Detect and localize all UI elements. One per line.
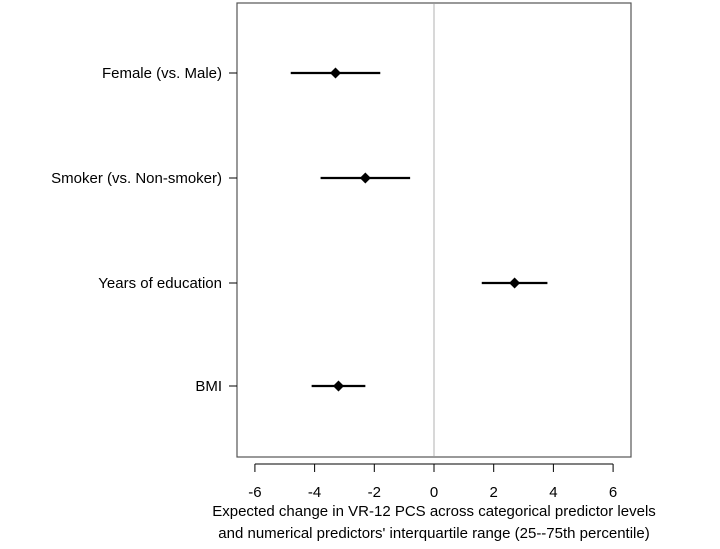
x-axis-label-line-1: Expected change in VR-12 PCS across cate… bbox=[212, 503, 656, 520]
x-tick-label: -6 bbox=[248, 484, 261, 501]
point-estimate-marker bbox=[509, 277, 521, 289]
point-estimate-marker bbox=[359, 172, 371, 184]
x-tick-label: -4 bbox=[308, 484, 321, 501]
forest-row: Smoker (vs. Non-smoker) bbox=[51, 170, 411, 187]
row-label: BMI bbox=[195, 378, 222, 395]
estimate-rows: Female (vs. Male) Smoker (vs. Non-smoker)… bbox=[51, 65, 548, 395]
row-label: Years of education bbox=[98, 275, 222, 292]
plot-frame bbox=[236, 2, 632, 458]
forest-row: Years of education bbox=[98, 275, 548, 292]
x-axis: -6 -4 -2 0 2 4 6 bbox=[248, 463, 617, 501]
x-tick-label: 6 bbox=[609, 484, 617, 501]
x-axis-label-line-2: and numerical predictors' interquartile … bbox=[218, 525, 649, 542]
forest-row: BMI bbox=[195, 378, 366, 395]
x-tick-label: 4 bbox=[549, 484, 557, 501]
x-tick-label: -2 bbox=[368, 484, 381, 501]
point-estimate-marker bbox=[332, 380, 344, 392]
x-tick-label: 0 bbox=[430, 484, 438, 501]
forest-row: Female (vs. Male) bbox=[102, 65, 381, 82]
x-tick-label: 2 bbox=[490, 484, 498, 501]
point-estimate-marker bbox=[330, 67, 341, 79]
row-label: Smoker (vs. Non-smoker) bbox=[51, 170, 222, 187]
row-label: Female (vs. Male) bbox=[102, 65, 222, 82]
